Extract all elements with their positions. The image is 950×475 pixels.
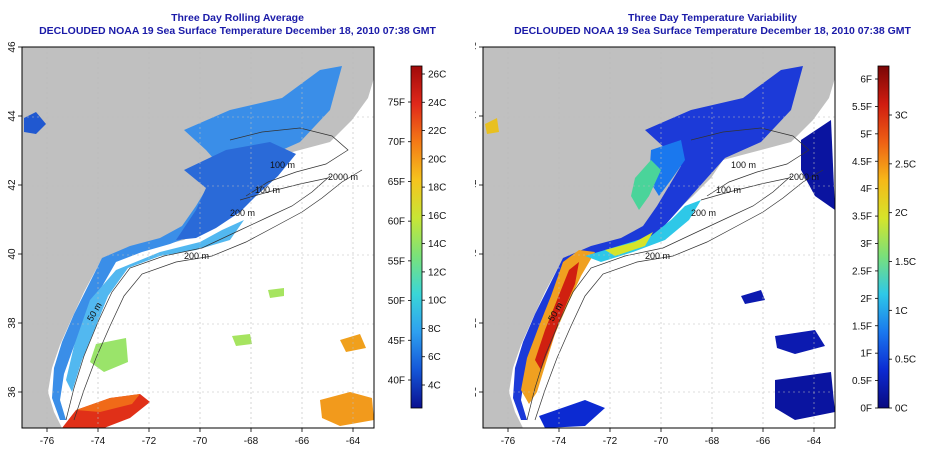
colorbar-celsius-label: 2.5C bbox=[895, 159, 916, 170]
panel-subtitle: DECLOUDED NOAA 19 Sea Surface Temperatur… bbox=[39, 25, 436, 37]
depth-label: 200 m bbox=[184, 251, 209, 261]
lat-tick-label: 42 bbox=[7, 179, 18, 191]
sst-variability-map: 100 m 100 m 2000 m 200 m 200 m 50 m -76-… bbox=[475, 41, 916, 447]
sst-average-panel: Three Day Rolling Average DECLOUDED NOAA… bbox=[7, 12, 446, 447]
lon-tick-label: -66 bbox=[756, 436, 771, 447]
lon-tick-label: -72 bbox=[142, 436, 157, 447]
lon-tick-label: -68 bbox=[705, 436, 720, 447]
colorbar-fahrenheit-label: 55F bbox=[388, 256, 405, 267]
colorbar-fahrenheit-label: 0F bbox=[860, 404, 872, 415]
colorbar-fahrenheit-label: 50F bbox=[388, 296, 405, 307]
lon-tick-label: -74 bbox=[552, 436, 567, 447]
lat-tick-label: 46 bbox=[475, 41, 479, 53]
panel-subtitle: DECLOUDED NOAA 19 Sea Surface Temperatur… bbox=[514, 25, 911, 37]
lon-tick-label: -64 bbox=[807, 436, 822, 447]
colorbar-celsius-label: 8C bbox=[428, 324, 441, 335]
lat-tick-label: 40 bbox=[475, 248, 479, 260]
lon-tick-label: -64 bbox=[346, 436, 361, 447]
lon-tick-label: -76 bbox=[501, 436, 516, 447]
colorbar-fahrenheit-label: 0.5F bbox=[852, 376, 872, 387]
colorbar-celsius-label: 16C bbox=[428, 211, 446, 222]
lat-tick-label: 42 bbox=[475, 179, 479, 191]
colorbar-fahrenheit-label: 2F bbox=[860, 294, 872, 305]
colorbar-celsius-label: 12C bbox=[428, 267, 446, 278]
depth-label: 200 m bbox=[645, 251, 670, 261]
lon-tick-label: -72 bbox=[603, 436, 618, 447]
colorbar-fahrenheit-label: 4F bbox=[860, 184, 872, 195]
colorbar-fahrenheit-label: 70F bbox=[388, 137, 405, 148]
panel-title: Three Day Temperature Variability bbox=[627, 12, 798, 24]
lon-tick-label: -66 bbox=[295, 436, 310, 447]
colorbar-fahrenheit-label: 1F bbox=[860, 349, 872, 360]
lon-tick-label: -68 bbox=[244, 436, 259, 447]
colorbar-fahrenheit-label: 75F bbox=[388, 98, 405, 109]
lat-tick-label: 40 bbox=[7, 248, 18, 260]
colorbar-fahrenheit-label: 5F bbox=[860, 129, 872, 140]
colorbar-celsius-label: 2C bbox=[895, 208, 908, 219]
lon-tick-label: -74 bbox=[91, 436, 106, 447]
colorbar-fahrenheit-label: 3F bbox=[860, 239, 872, 250]
depth-label: 100 m bbox=[716, 185, 741, 195]
lat-tick-label: 44 bbox=[475, 110, 479, 122]
colorbar bbox=[877, 65, 890, 409]
lat-tick-label: 46 bbox=[7, 41, 18, 53]
colorbar-celsius-label: 1C bbox=[895, 306, 908, 317]
lon-tick-label: -70 bbox=[654, 436, 669, 447]
sst-variability-panel: Three Day Temperature Variability DECLOU… bbox=[475, 0, 950, 475]
variability-shelf bbox=[513, 66, 803, 420]
lat-tick-label: 38 bbox=[7, 317, 18, 329]
sst-average-map: 100 m 100 m 2000 m 200 m 200 m 50 m -76-… bbox=[7, 41, 446, 447]
colorbar-fahrenheit-label: 65F bbox=[388, 177, 405, 188]
colorbar-fahrenheit-label: 3.5F bbox=[852, 212, 872, 223]
colorbar-celsius-label: 22C bbox=[428, 126, 446, 137]
colorbar bbox=[410, 65, 423, 409]
colorbar-celsius-label: 18C bbox=[428, 183, 446, 194]
colorbar-celsius-label: 14C bbox=[428, 239, 446, 250]
panel-title: Three Day Rolling Average bbox=[171, 12, 304, 24]
depth-label: 100 m bbox=[731, 160, 756, 170]
lat-tick-label: 36 bbox=[475, 386, 479, 398]
lat-tick-label: 38 bbox=[475, 317, 479, 329]
colorbar-fahrenheit-label: 40F bbox=[388, 376, 405, 387]
depth-label: 2000 m bbox=[789, 172, 819, 182]
colorbar-celsius-label: 1.5C bbox=[895, 257, 916, 268]
colorbar-fahrenheit-label: 60F bbox=[388, 217, 405, 228]
colorbar-fahrenheit-label: 5.5F bbox=[852, 102, 872, 113]
colorbar-fahrenheit-label: 1.5F bbox=[852, 321, 872, 332]
colorbar-celsius-label: 6C bbox=[428, 352, 441, 363]
colorbar-celsius-label: 24C bbox=[428, 98, 446, 109]
colorbar-celsius-label: 26C bbox=[428, 70, 446, 81]
lon-tick-label: -70 bbox=[193, 436, 208, 447]
colorbar-fahrenheit-label: 2.5F bbox=[852, 266, 872, 277]
colorbar-fahrenheit-label: 6F bbox=[860, 75, 872, 86]
colorbar-fahrenheit-label: 4.5F bbox=[852, 157, 872, 168]
depth-label: 100 m bbox=[270, 160, 295, 170]
colorbar-fahrenheit-label: 45F bbox=[388, 336, 405, 347]
depth-label: 2000 m bbox=[328, 172, 358, 182]
depth-label: 100 m bbox=[255, 185, 280, 195]
colorbar-celsius-label: 0C bbox=[895, 404, 908, 415]
lon-tick-label: -76 bbox=[40, 436, 55, 447]
colorbar-celsius-label: 0.5C bbox=[895, 355, 916, 366]
lat-tick-label: 44 bbox=[7, 110, 18, 122]
colorbar-celsius-label: 20C bbox=[428, 154, 446, 165]
lat-tick-label: 36 bbox=[7, 386, 18, 398]
depth-label: 200 m bbox=[230, 208, 255, 218]
colorbar-celsius-label: 3C bbox=[895, 111, 908, 122]
colorbar-celsius-label: 4C bbox=[428, 381, 441, 392]
colorbar-celsius-label: 10C bbox=[428, 296, 446, 307]
depth-label: 200 m bbox=[691, 208, 716, 218]
